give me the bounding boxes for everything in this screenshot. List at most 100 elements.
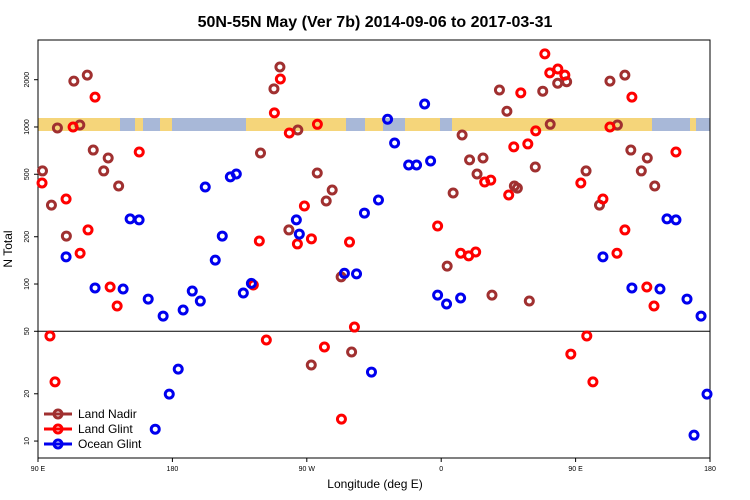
point (544, 67, 556, 79)
point (522, 138, 534, 150)
point (358, 207, 370, 219)
legend-label: Land Nadir (78, 407, 137, 421)
point (670, 146, 682, 158)
chart-title: 50N-55N May (Ver 7b) 2014-09-06 to 2017-… (198, 14, 553, 31)
point (67, 121, 79, 133)
point (344, 236, 356, 248)
x-tick-label: 180 (704, 466, 716, 473)
point (237, 287, 249, 299)
point (111, 300, 123, 312)
point (493, 84, 505, 96)
point (530, 125, 542, 137)
point (641, 152, 653, 164)
plot-frame (37, 39, 711, 459)
point (142, 293, 154, 305)
point (49, 376, 61, 388)
point (320, 195, 332, 207)
point (268, 83, 280, 95)
point (464, 154, 476, 166)
point (318, 341, 330, 353)
point (199, 181, 211, 193)
point (654, 283, 666, 295)
point (701, 388, 713, 400)
point (649, 180, 661, 192)
point (186, 285, 198, 297)
y-tick-label: 10 (24, 437, 31, 445)
point (419, 98, 431, 110)
point (98, 165, 110, 177)
point (260, 334, 272, 346)
point (539, 48, 551, 60)
series (60, 98, 713, 441)
point (559, 69, 571, 81)
point (597, 193, 609, 205)
point (51, 122, 63, 134)
legend-label: Ocean Glint (78, 437, 142, 451)
point (68, 75, 80, 87)
point (537, 85, 549, 97)
point (455, 292, 467, 304)
point (441, 298, 453, 310)
point (670, 214, 682, 226)
point (648, 300, 660, 312)
point (255, 147, 267, 159)
y-axis-label: N Total (1, 230, 15, 267)
point (81, 69, 93, 81)
point (290, 214, 302, 226)
point (230, 168, 242, 180)
point (133, 146, 145, 158)
point (157, 310, 169, 322)
point (177, 304, 189, 316)
y-tick-label: 200 (24, 231, 31, 243)
land-mask-band (38, 118, 710, 131)
point (477, 152, 489, 164)
point (681, 293, 693, 305)
point (351, 268, 363, 280)
point (619, 69, 631, 81)
point (441, 260, 453, 272)
y-tick-label: 100 (24, 278, 31, 290)
point (172, 363, 184, 375)
legend-label: Land Glint (78, 422, 133, 436)
point (447, 187, 459, 199)
y-tick-label: 50 (24, 327, 31, 335)
point (163, 388, 175, 400)
point (688, 429, 700, 441)
point (544, 118, 556, 130)
point (604, 121, 616, 133)
point (389, 137, 401, 149)
point (60, 230, 72, 242)
point (471, 168, 483, 180)
point (587, 376, 599, 388)
point (511, 182, 523, 194)
point (305, 359, 317, 371)
x-tick-label: 0 (439, 466, 443, 473)
point (597, 251, 609, 263)
legend-marker (52, 423, 64, 435)
point (575, 177, 587, 189)
point (102, 152, 114, 164)
point (695, 310, 707, 322)
point (611, 247, 623, 259)
point (298, 200, 310, 212)
point (470, 246, 482, 258)
point (133, 214, 145, 226)
point (503, 189, 515, 201)
point (456, 129, 468, 141)
point (346, 346, 358, 358)
point (485, 174, 497, 186)
point (635, 165, 647, 177)
legend-marker (52, 408, 64, 420)
point (523, 295, 535, 307)
point (89, 282, 101, 294)
point (117, 283, 129, 295)
point (625, 144, 637, 156)
y-tick-label: 2000 (24, 72, 31, 88)
point (60, 251, 72, 263)
point (89, 91, 101, 103)
y-tick-label: 20 (24, 390, 31, 398)
point (335, 413, 347, 425)
point (311, 118, 323, 130)
